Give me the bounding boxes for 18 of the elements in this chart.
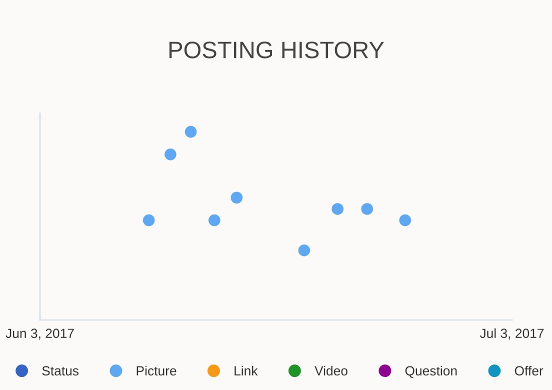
- point: [164, 148, 176, 160]
- point: [230, 192, 243, 204]
- chart-title: POSTING HISTORY: [169, 42, 384, 58]
- point: [184, 126, 197, 138]
- point: [361, 203, 374, 215]
- x-tick-label: Jun 3, 2017: [6, 328, 74, 340]
- legend-label: Status: [42, 366, 79, 376]
- point: [298, 244, 310, 256]
- legend-label: Video: [314, 366, 348, 376]
- legend-label: Picture: [136, 366, 176, 376]
- point: [399, 214, 412, 226]
- legend-label: Offer: [514, 366, 544, 376]
- legend-label: Question: [405, 366, 457, 378]
- x-tick-label: Jul 3, 2017: [480, 328, 544, 340]
- point: [332, 203, 344, 215]
- point: [142, 214, 155, 226]
- legend-label: Link: [234, 366, 258, 376]
- point: [208, 214, 220, 226]
